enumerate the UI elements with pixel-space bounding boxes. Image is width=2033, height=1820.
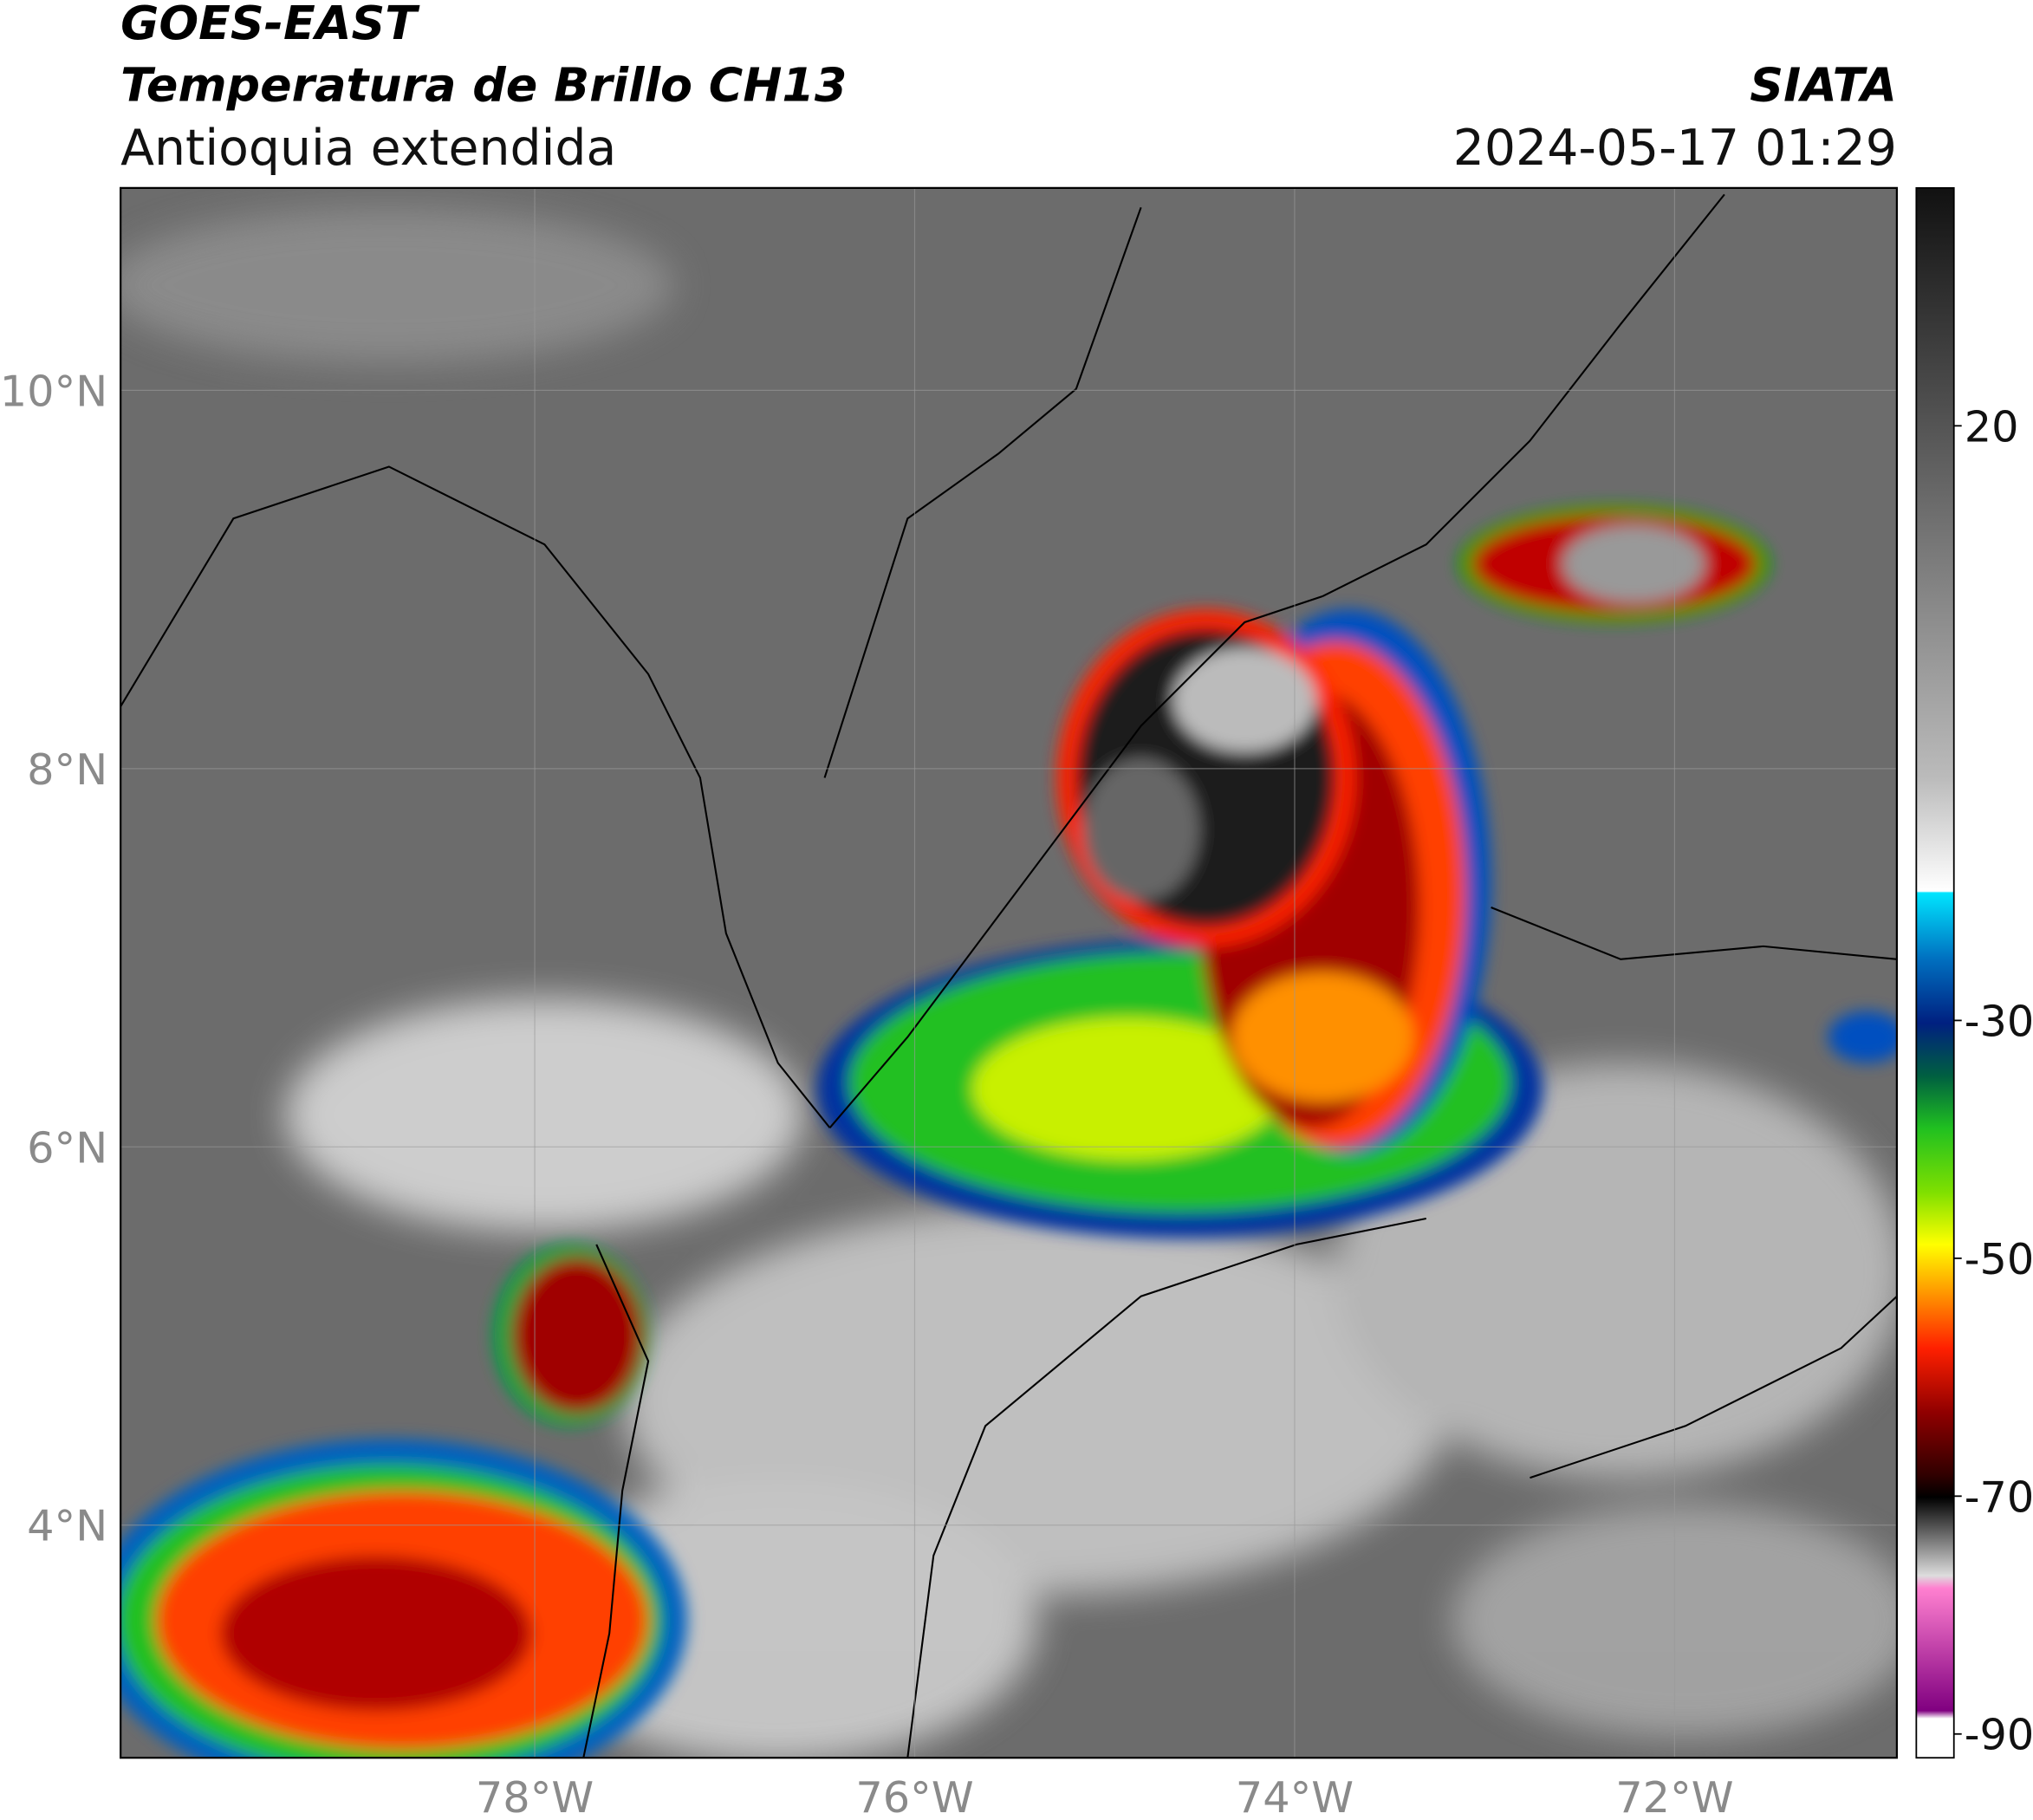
region: Antioquia extendida	[120, 120, 616, 177]
colorbar-tick-label: -30	[1965, 996, 2033, 1046]
title: GOES-EAST	[120, 0, 420, 50]
x-tick-label: 72°W	[1615, 1772, 1733, 1820]
source: SIATA	[1750, 58, 1897, 113]
map-frame	[120, 186, 1899, 1759]
colorbar-tick-label: 20	[1965, 401, 2019, 452]
colorbar-tick-label: -70	[1965, 1472, 2033, 1522]
y-tick-label: 8°N	[27, 744, 107, 795]
subtitle: Temperatura de Brillo CH13	[120, 58, 847, 113]
y-tick-label: 6°N	[27, 1122, 107, 1173]
satellite-image	[120, 187, 1897, 1758]
x-tick-label: 74°W	[1236, 1772, 1354, 1820]
y-tick-label: 4°N	[27, 1501, 107, 1551]
x-tick-label: 78°W	[476, 1772, 594, 1820]
colorbar-tick-label: -90	[1965, 1710, 2033, 1760]
colorbar	[1915, 186, 1955, 1759]
datetime: 2024-05-17 01:29	[1453, 120, 1897, 177]
colorbar-tick-label: -50	[1965, 1234, 2033, 1284]
y-tick-label: 10°N	[0, 366, 107, 416]
x-tick-label: 76°W	[855, 1772, 973, 1820]
